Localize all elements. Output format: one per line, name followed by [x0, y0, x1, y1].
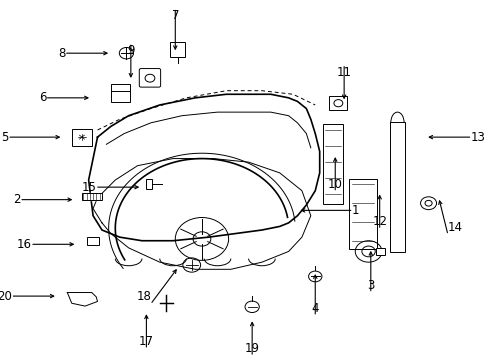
Text: 19: 19	[244, 342, 259, 355]
FancyBboxPatch shape	[72, 129, 92, 146]
Text: 10: 10	[327, 178, 342, 191]
Text: 15: 15	[81, 181, 97, 194]
Text: 7: 7	[171, 9, 179, 22]
Polygon shape	[67, 293, 97, 306]
Text: 9: 9	[127, 44, 134, 57]
Text: 5: 5	[1, 131, 9, 144]
Text: 6: 6	[39, 91, 46, 104]
Text: 13: 13	[470, 131, 485, 144]
Text: 3: 3	[366, 279, 374, 292]
Text: 17: 17	[139, 335, 154, 348]
FancyBboxPatch shape	[389, 122, 404, 252]
Text: 8: 8	[58, 47, 65, 60]
FancyBboxPatch shape	[322, 123, 343, 204]
Text: 12: 12	[371, 215, 386, 228]
FancyBboxPatch shape	[139, 68, 160, 87]
FancyBboxPatch shape	[329, 96, 346, 111]
Text: 18: 18	[136, 290, 151, 303]
Text: 14: 14	[447, 221, 462, 234]
FancyBboxPatch shape	[82, 193, 102, 200]
Text: 16: 16	[17, 238, 32, 251]
Text: 4: 4	[311, 302, 318, 315]
Text: 20: 20	[0, 289, 12, 303]
FancyBboxPatch shape	[87, 237, 99, 245]
Text: 1: 1	[351, 204, 359, 217]
FancyBboxPatch shape	[145, 179, 152, 189]
FancyBboxPatch shape	[111, 84, 129, 102]
FancyBboxPatch shape	[349, 179, 376, 249]
FancyBboxPatch shape	[375, 248, 384, 255]
Text: 2: 2	[13, 193, 20, 206]
Text: 11: 11	[336, 66, 351, 79]
FancyBboxPatch shape	[170, 42, 184, 58]
